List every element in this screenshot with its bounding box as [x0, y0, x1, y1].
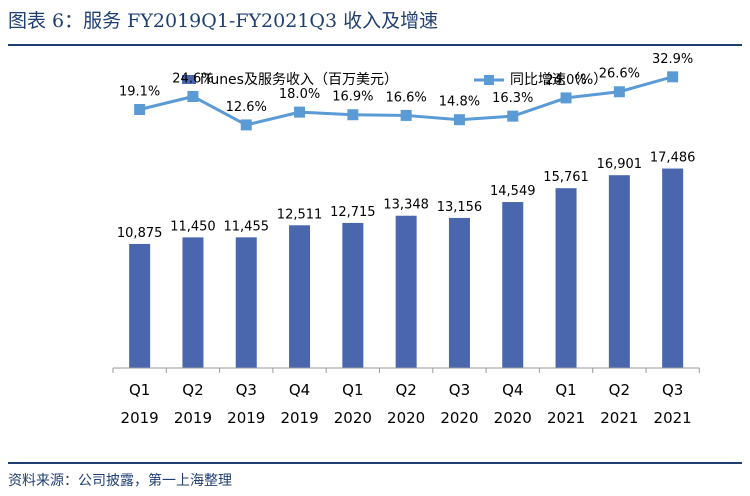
bar — [182, 237, 204, 368]
growth-marker — [507, 110, 519, 122]
bar-value-label: 16,901 — [597, 157, 643, 172]
x-tick-label-quarter: Q1 — [129, 381, 150, 399]
growth-marker — [560, 92, 572, 104]
growth-value-label: 18.0% — [279, 87, 320, 102]
x-tick-label-quarter: Q1 — [555, 381, 576, 399]
x-tick-label-year: 2019 — [174, 409, 212, 427]
x-tick-label-quarter: Q2 — [395, 381, 416, 399]
growth-value-label: 24.0% — [545, 73, 586, 88]
title-divider — [8, 44, 742, 46]
x-tick-label-year: 2021 — [600, 409, 638, 427]
x-tick-label-year: 2019 — [121, 409, 159, 427]
bar — [448, 217, 470, 368]
bar-value-label: 15,761 — [543, 170, 589, 185]
x-tick-label-quarter: Q2 — [609, 381, 630, 399]
x-tick-label-year: 2020 — [334, 409, 372, 427]
x-tick-label-quarter: Q1 — [342, 381, 363, 399]
growth-value-label: 24.6% — [172, 71, 213, 86]
source-note: 资料来源：公司披露，第一上海整理 — [8, 473, 232, 489]
growth-marker — [347, 109, 359, 121]
x-tick-label-quarter: Q3 — [662, 381, 683, 399]
bar — [342, 222, 364, 368]
bar — [289, 225, 311, 368]
x-tick-label-year: 2019 — [227, 409, 265, 427]
bar-value-label: 10,875 — [117, 226, 163, 241]
bar — [608, 175, 630, 368]
source-divider — [8, 462, 742, 464]
bar-value-label: 11,450 — [170, 219, 216, 234]
growth-marker — [400, 109, 412, 121]
growth-marker — [613, 86, 625, 98]
growth-marker — [453, 114, 465, 126]
bar-value-label: 13,156 — [437, 200, 483, 215]
growth-value-label: 26.6% — [599, 67, 640, 82]
x-tick-label-quarter: Q4 — [502, 381, 523, 399]
x-tick-label-year: 2021 — [654, 409, 692, 427]
x-tick-label-quarter: Q3 — [236, 381, 257, 399]
growth-value-label: 12.6% — [226, 100, 267, 115]
growth-value-label: 14.8% — [439, 95, 480, 110]
growth-value-label: 16.6% — [385, 90, 426, 105]
legend-bar-label: iTunes及服务收入（百万美元） — [200, 72, 398, 88]
growth-marker — [240, 119, 252, 131]
growth-value-label: 19.1% — [119, 85, 160, 100]
growth-marker — [134, 104, 146, 116]
x-tick-label-year: 2020 — [440, 409, 478, 427]
x-tick-label-year: 2021 — [547, 409, 585, 427]
x-tick-label-quarter: Q3 — [449, 381, 470, 399]
bar — [395, 215, 417, 368]
page-title: 图表 6：服务 FY2019Q1-FY2021Q3 收入及增速 — [8, 10, 439, 32]
x-tick-label-year: 2020 — [494, 409, 532, 427]
growth-value-label: 16.9% — [332, 90, 373, 105]
bar — [129, 243, 151, 368]
x-tick-label-quarter: Q2 — [182, 381, 203, 399]
bar-value-label: 14,549 — [490, 184, 536, 199]
bar-value-label: 12,511 — [277, 207, 323, 222]
bar — [502, 202, 524, 368]
bar — [555, 188, 577, 368]
bar-value-label: 12,715 — [330, 205, 376, 220]
bar-value-label: 17,486 — [650, 151, 696, 166]
growth-marker — [667, 71, 679, 83]
bar-value-label: 13,348 — [383, 198, 429, 213]
growth-marker — [294, 106, 306, 118]
legend: iTunes及服务收入（百万美元） 同比增速（%） — [182, 72, 607, 88]
bar — [662, 168, 684, 368]
growth-value-label: 32.9% — [652, 52, 693, 67]
legend-line-marker — [484, 75, 494, 85]
x-tick-label-year: 2020 — [387, 409, 425, 427]
bar — [235, 237, 257, 368]
growth-marker — [187, 90, 199, 102]
growth-value-label: 16.3% — [492, 91, 533, 106]
bar-value-label: 11,455 — [224, 219, 270, 234]
x-tick-label-quarter: Q4 — [289, 381, 310, 399]
legend-line-label: 同比增速（%） — [510, 72, 607, 88]
x-tick-label-year: 2019 — [280, 409, 318, 427]
legend-bar-swatch — [182, 75, 196, 84]
